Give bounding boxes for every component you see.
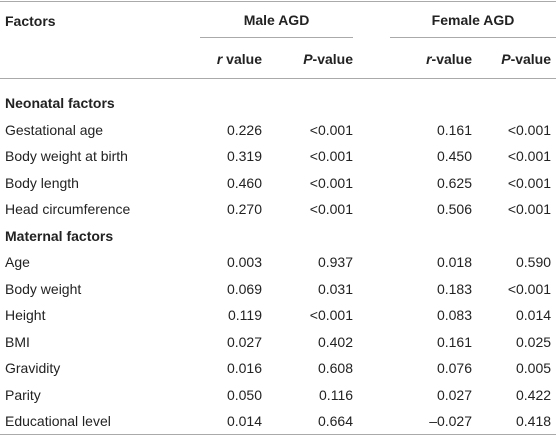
- value-cell: 0.014: [515, 307, 552, 324]
- value-cell: 0.319: [226, 148, 262, 165]
- subheader-part: P: [501, 51, 511, 68]
- factor-name: Body weight: [5, 280, 82, 297]
- value-cell: 0.014: [226, 413, 262, 429]
- value-cell: 0.226: [226, 121, 262, 138]
- data-row: Height 0.119 <0.001 0.083 0.014: [0, 302, 556, 329]
- value-cell: <0.001: [309, 121, 354, 138]
- factor-name: Age: [5, 254, 30, 271]
- value-cell: 0.116: [319, 386, 354, 403]
- value-cell: 0.270: [226, 201, 262, 218]
- subheader: P-value: [472, 41, 556, 79]
- factor-name: Gestational age: [5, 121, 104, 138]
- value-cell: 0.608: [317, 360, 354, 377]
- value-cell: 0.005: [515, 360, 552, 377]
- data-row: Gestational age 0.226 <0.001 0.161 <0.001: [0, 117, 556, 144]
- value-cell: <0.001: [507, 201, 552, 218]
- value-cell: 0.050: [226, 386, 262, 403]
- data-row: Head circumference 0.270 <0.001 0.506 <0.001: [0, 196, 556, 223]
- value-cell: <0.001: [309, 201, 354, 218]
- group-cell: Male AGD: [190, 2, 354, 41]
- factor-name: Head circumference: [5, 201, 131, 218]
- data-row: Body weight 0.069 0.031 0.183 <0.001: [0, 276, 556, 303]
- data-table: Factors Male AGD Female AGD r value P-val…: [0, 1, 556, 435]
- data-row: Gravidity 0.016 0.608 0.076 0.005: [0, 355, 556, 382]
- table-header: Factors Male AGD Female AGD r value P-val…: [0, 2, 556, 79]
- value-cell: 0.027: [226, 333, 262, 350]
- value-cell: 0.418: [515, 413, 552, 429]
- subheader: P-value: [262, 41, 353, 79]
- subheader: r value: [190, 41, 262, 79]
- subheader-part: -value: [312, 51, 354, 68]
- group-header: Male AGD: [200, 12, 354, 39]
- factor-name: Body length: [5, 174, 79, 191]
- value-cell: <0.001: [507, 121, 552, 138]
- factor-name: BMI: [5, 333, 30, 350]
- value-cell: 0.069: [226, 280, 262, 297]
- value-cell: 0.183: [436, 280, 473, 297]
- subheader-part: value: [222, 51, 262, 68]
- subheader-part: P: [303, 51, 313, 68]
- factor-name: Gravidity: [5, 360, 61, 377]
- value-cell: <0.001: [309, 148, 354, 165]
- data-row: BMI 0.027 0.402 0.161 0.025: [0, 329, 556, 356]
- factor-name: Educational level: [5, 413, 111, 429]
- value-cell: 0.625: [436, 174, 473, 191]
- group-cell: Female AGD: [353, 2, 556, 41]
- value-cell: 0.025: [515, 333, 552, 350]
- subheader-part: r: [216, 51, 223, 68]
- empty-cell: [0, 41, 190, 79]
- value-cell: 0.161: [436, 121, 473, 138]
- subheader: r-value: [353, 41, 472, 79]
- value-cell: 0.119: [228, 307, 262, 324]
- section-row: Neonatal factors: [0, 79, 556, 117]
- value-cell: 0.460: [226, 174, 262, 191]
- data-row: Body length 0.460 <0.001 0.625 <0.001: [0, 170, 556, 197]
- value-cell: <0.001: [309, 307, 354, 324]
- value-cell: 0.003: [226, 254, 262, 271]
- value-cell: 0.016: [226, 360, 262, 377]
- value-cell: 0.450: [436, 148, 473, 165]
- subheader-part: -value: [510, 51, 552, 68]
- value-cell: 0.937: [317, 254, 354, 271]
- value-cell: 0.031: [317, 280, 354, 297]
- subheader-part: r: [426, 51, 432, 68]
- table-body: Neonatal factors Gestational age 0.226 <0.0…: [0, 79, 556, 435]
- value-cell: 0.506: [436, 201, 473, 218]
- data-row: Body weight at birth 0.319 <0.001 0.450 <0.0…: [0, 143, 556, 170]
- section-title: Maternal factors: [5, 227, 114, 244]
- value-cell: 0.018: [436, 254, 473, 271]
- value-cell: 0.664: [317, 413, 354, 429]
- data-row: Parity 0.050 0.116 0.027 0.422: [0, 382, 556, 409]
- value-cell: <0.001: [309, 174, 354, 191]
- value-cell: 0.402: [317, 333, 354, 350]
- value-cell: 0.076: [436, 360, 473, 377]
- value-cell: 0.083: [436, 307, 473, 324]
- value-cell: <0.001: [507, 148, 552, 165]
- value-cell: 0.161: [436, 333, 473, 350]
- subheader-part: -value: [431, 51, 473, 68]
- data-row: Educational level 0.014 0.664 –0.027 0.418: [0, 408, 556, 435]
- value-cell: 0.027: [436, 386, 473, 403]
- section-title: Neonatal factors: [5, 94, 115, 111]
- section-row: Maternal factors: [0, 223, 556, 250]
- data-row: Age 0.003 0.937 0.018 0.590: [0, 249, 556, 276]
- value-cell: 0.590: [515, 254, 552, 271]
- factor-name: Height: [5, 307, 46, 324]
- factor-name: Parity: [5, 386, 41, 403]
- factor-name: Body weight at birth: [5, 148, 128, 165]
- factors-header: Factors: [5, 13, 56, 30]
- group-header: Female AGD: [390, 12, 556, 39]
- value-cell: –0.027: [429, 413, 473, 429]
- value-cell: <0.001: [507, 280, 552, 297]
- value-cell: <0.001: [507, 174, 552, 191]
- value-cell: 0.422: [515, 386, 552, 403]
